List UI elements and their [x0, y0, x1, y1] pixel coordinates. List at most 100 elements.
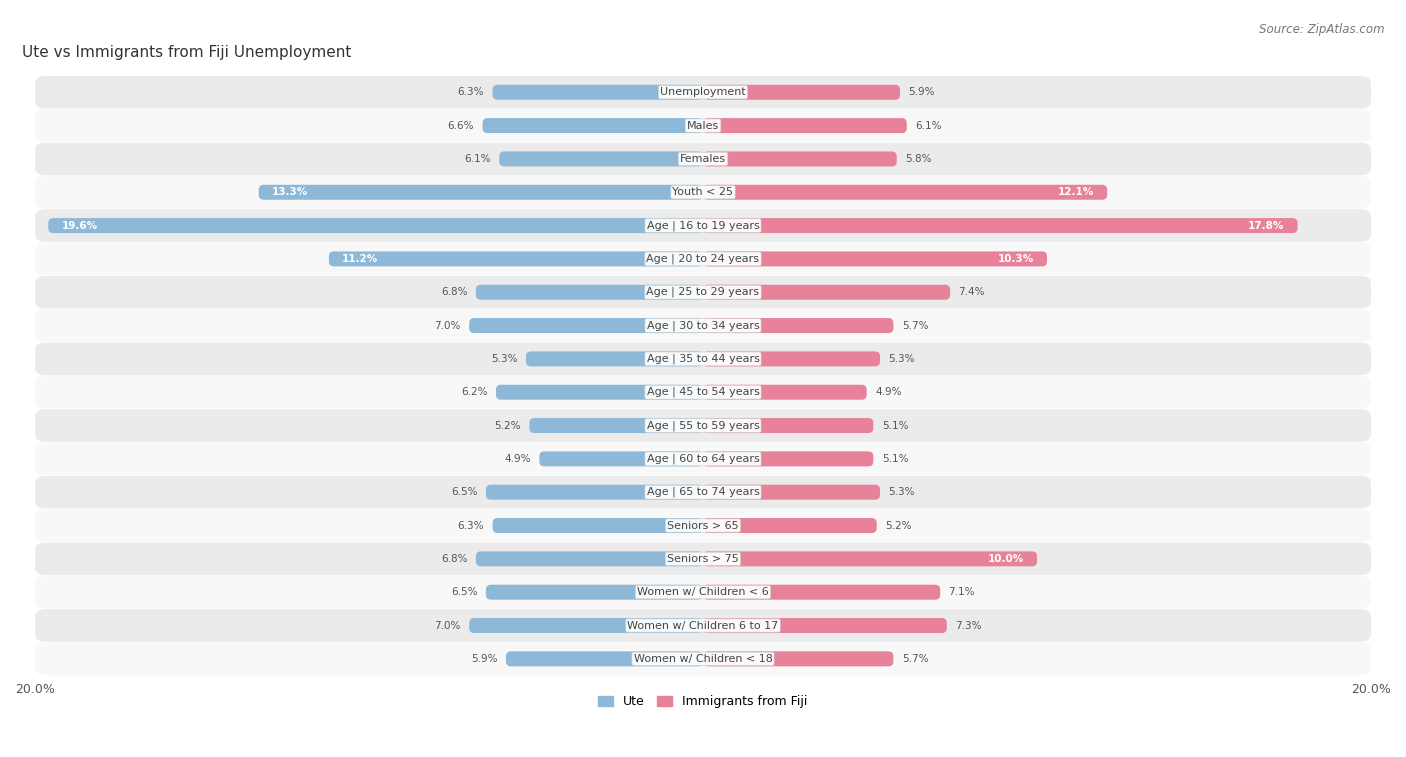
FancyBboxPatch shape	[526, 351, 703, 366]
Text: Women w/ Children < 18: Women w/ Children < 18	[634, 654, 772, 664]
FancyBboxPatch shape	[506, 651, 703, 666]
Text: 7.3%: 7.3%	[955, 621, 981, 631]
FancyBboxPatch shape	[486, 584, 703, 600]
FancyBboxPatch shape	[703, 218, 1298, 233]
Text: 12.1%: 12.1%	[1057, 187, 1094, 198]
FancyBboxPatch shape	[703, 484, 880, 500]
FancyBboxPatch shape	[529, 418, 703, 433]
Text: Seniors > 65: Seniors > 65	[668, 521, 738, 531]
Text: Age | 55 to 59 years: Age | 55 to 59 years	[647, 420, 759, 431]
Text: Age | 45 to 54 years: Age | 45 to 54 years	[647, 387, 759, 397]
FancyBboxPatch shape	[35, 643, 1371, 675]
FancyBboxPatch shape	[470, 618, 703, 633]
FancyBboxPatch shape	[35, 209, 1371, 242]
Text: 7.0%: 7.0%	[434, 320, 461, 331]
FancyBboxPatch shape	[703, 251, 1047, 266]
FancyBboxPatch shape	[475, 551, 703, 566]
Text: Women w/ Children 6 to 17: Women w/ Children 6 to 17	[627, 621, 779, 631]
Text: 13.3%: 13.3%	[273, 187, 308, 198]
Text: 7.4%: 7.4%	[959, 287, 986, 298]
FancyBboxPatch shape	[48, 218, 703, 233]
FancyBboxPatch shape	[703, 318, 893, 333]
FancyBboxPatch shape	[35, 576, 1371, 609]
Text: Females: Females	[681, 154, 725, 164]
FancyBboxPatch shape	[703, 651, 893, 666]
Text: Ute vs Immigrants from Fiji Unemployment: Ute vs Immigrants from Fiji Unemployment	[21, 45, 351, 61]
Text: 10.3%: 10.3%	[997, 254, 1033, 264]
FancyBboxPatch shape	[35, 276, 1371, 309]
Text: 5.3%: 5.3%	[491, 354, 517, 364]
FancyBboxPatch shape	[703, 551, 1038, 566]
Text: 10.0%: 10.0%	[987, 554, 1024, 564]
FancyBboxPatch shape	[703, 418, 873, 433]
FancyBboxPatch shape	[35, 609, 1371, 642]
FancyBboxPatch shape	[475, 285, 703, 300]
FancyBboxPatch shape	[35, 376, 1371, 409]
Text: Age | 16 to 19 years: Age | 16 to 19 years	[647, 220, 759, 231]
Text: Youth < 25: Youth < 25	[672, 187, 734, 198]
Text: 5.2%: 5.2%	[495, 421, 522, 431]
Text: Age | 20 to 24 years: Age | 20 to 24 years	[647, 254, 759, 264]
FancyBboxPatch shape	[703, 385, 866, 400]
Text: 6.2%: 6.2%	[461, 388, 488, 397]
FancyBboxPatch shape	[703, 118, 907, 133]
Text: 4.9%: 4.9%	[505, 454, 531, 464]
Text: Source: ZipAtlas.com: Source: ZipAtlas.com	[1260, 23, 1385, 36]
FancyBboxPatch shape	[486, 484, 703, 500]
Text: 19.6%: 19.6%	[62, 220, 98, 231]
Text: 6.6%: 6.6%	[447, 120, 474, 131]
Text: 17.8%: 17.8%	[1249, 220, 1284, 231]
FancyBboxPatch shape	[703, 285, 950, 300]
Text: 7.0%: 7.0%	[434, 621, 461, 631]
Text: 6.3%: 6.3%	[458, 87, 484, 98]
Text: 5.3%: 5.3%	[889, 488, 915, 497]
Text: Age | 65 to 74 years: Age | 65 to 74 years	[647, 487, 759, 497]
FancyBboxPatch shape	[492, 85, 703, 100]
FancyBboxPatch shape	[259, 185, 703, 200]
FancyBboxPatch shape	[329, 251, 703, 266]
FancyBboxPatch shape	[703, 618, 946, 633]
Text: Age | 30 to 34 years: Age | 30 to 34 years	[647, 320, 759, 331]
Text: 6.1%: 6.1%	[464, 154, 491, 164]
Text: 5.8%: 5.8%	[905, 154, 932, 164]
Text: 11.2%: 11.2%	[342, 254, 378, 264]
Text: 5.2%: 5.2%	[884, 521, 911, 531]
FancyBboxPatch shape	[492, 518, 703, 533]
FancyBboxPatch shape	[703, 451, 873, 466]
Text: Age | 60 to 64 years: Age | 60 to 64 years	[647, 453, 759, 464]
FancyBboxPatch shape	[35, 443, 1371, 475]
Text: 5.9%: 5.9%	[908, 87, 935, 98]
FancyBboxPatch shape	[35, 543, 1371, 575]
Legend: Ute, Immigrants from Fiji: Ute, Immigrants from Fiji	[593, 690, 813, 713]
FancyBboxPatch shape	[35, 410, 1371, 442]
Text: 6.5%: 6.5%	[451, 587, 478, 597]
Text: 5.1%: 5.1%	[882, 454, 908, 464]
Text: 5.7%: 5.7%	[901, 654, 928, 664]
Text: 5.3%: 5.3%	[889, 354, 915, 364]
Text: 6.8%: 6.8%	[441, 287, 468, 298]
FancyBboxPatch shape	[703, 518, 877, 533]
FancyBboxPatch shape	[35, 76, 1371, 108]
Text: 7.1%: 7.1%	[949, 587, 974, 597]
FancyBboxPatch shape	[703, 85, 900, 100]
FancyBboxPatch shape	[540, 451, 703, 466]
Text: 6.8%: 6.8%	[441, 554, 468, 564]
FancyBboxPatch shape	[35, 176, 1371, 209]
FancyBboxPatch shape	[703, 151, 897, 167]
FancyBboxPatch shape	[703, 584, 941, 600]
Text: 6.5%: 6.5%	[451, 488, 478, 497]
FancyBboxPatch shape	[35, 343, 1371, 375]
FancyBboxPatch shape	[35, 142, 1371, 176]
Text: 5.1%: 5.1%	[882, 421, 908, 431]
Text: 5.7%: 5.7%	[901, 320, 928, 331]
FancyBboxPatch shape	[703, 351, 880, 366]
Text: Women w/ Children < 6: Women w/ Children < 6	[637, 587, 769, 597]
Text: 5.9%: 5.9%	[471, 654, 498, 664]
FancyBboxPatch shape	[35, 476, 1371, 509]
Text: Seniors > 75: Seniors > 75	[666, 554, 740, 564]
Text: 6.1%: 6.1%	[915, 120, 942, 131]
FancyBboxPatch shape	[496, 385, 703, 400]
Text: Age | 35 to 44 years: Age | 35 to 44 years	[647, 354, 759, 364]
FancyBboxPatch shape	[482, 118, 703, 133]
Text: 6.3%: 6.3%	[458, 521, 484, 531]
